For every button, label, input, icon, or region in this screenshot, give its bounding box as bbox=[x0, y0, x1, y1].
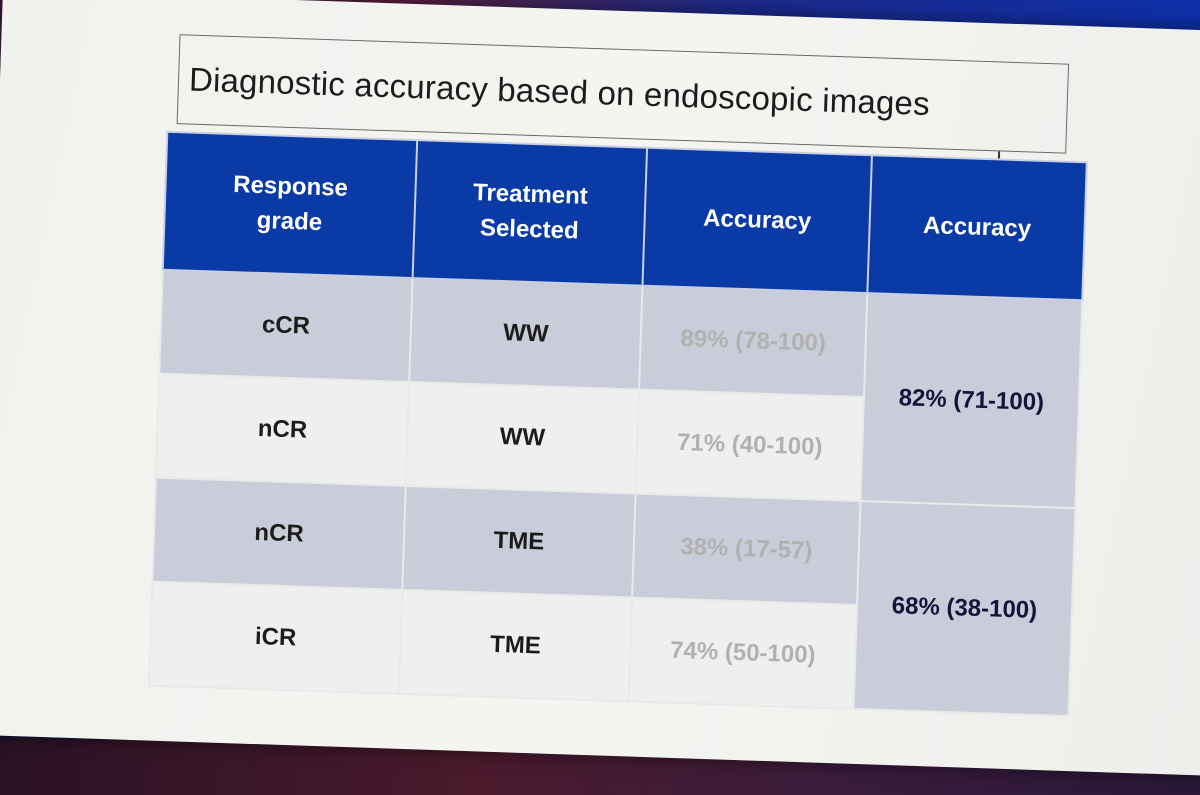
header-treatment-selected: Treatment Selected bbox=[412, 140, 648, 286]
cell-grade: nCR bbox=[152, 477, 406, 590]
cell-treatment: TME bbox=[398, 589, 633, 702]
cell-accuracy: 71% (40-100) bbox=[635, 389, 864, 502]
header-response-grade-line2: grade bbox=[256, 206, 323, 237]
slide-title: Diagnostic accuracy based on endoscopic … bbox=[188, 60, 931, 123]
cell-merged-accuracy-tme: 68% (38-100) bbox=[853, 501, 1076, 717]
cell-accuracy: 89% (78-100) bbox=[639, 285, 868, 398]
accuracy-table: Response grade Treatment Selected Accura… bbox=[148, 131, 1088, 717]
cell-grade: iCR bbox=[148, 581, 403, 694]
header-treatment-line1: Treatment bbox=[472, 179, 589, 211]
cell-merged-accuracy-ww: 82% (71-100) bbox=[860, 293, 1083, 509]
header-response-grade-line1: Response bbox=[232, 171, 349, 203]
cell-treatment: WW bbox=[405, 382, 640, 494]
cell-accuracy: 38% (17-57) bbox=[632, 493, 861, 605]
cell-accuracy: 74% (50-100) bbox=[628, 597, 858, 709]
cell-treatment: TME bbox=[402, 485, 636, 598]
header-accuracy: Accuracy bbox=[642, 147, 872, 294]
header-response-grade: Response grade bbox=[162, 131, 418, 279]
header-treatment-line2: Selected bbox=[479, 214, 580, 245]
projection-screen: Diagnostic accuracy based on endoscopic … bbox=[0, 0, 1200, 776]
cell-treatment: WW bbox=[409, 278, 643, 390]
cell-grade: nCR bbox=[155, 373, 410, 486]
cell-grade: cCR bbox=[159, 269, 413, 382]
header-accuracy-combined: Accuracy bbox=[867, 155, 1087, 301]
